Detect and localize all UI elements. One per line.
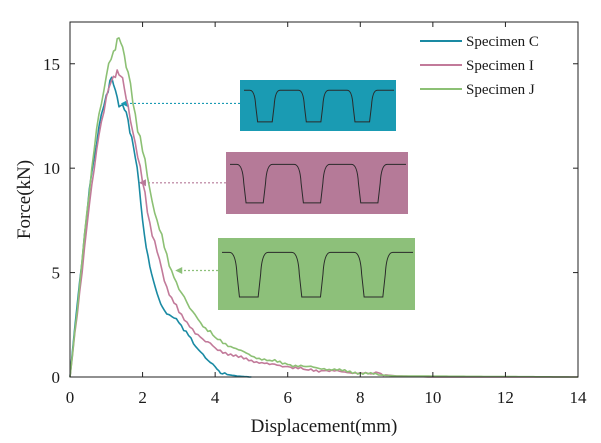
x-tick-label: 2 xyxy=(138,388,147,407)
x-tick-label: 14 xyxy=(570,388,588,407)
dovetail-profile xyxy=(230,163,406,204)
inset-pointer-head xyxy=(175,267,183,274)
x-axis-label: Displacement(mm) xyxy=(251,416,398,437)
inset-panel xyxy=(218,238,415,310)
x-tick-label: 6 xyxy=(283,388,292,407)
legend: Specimen C Specimen I Specimen J xyxy=(420,34,539,98)
plot-frame xyxy=(69,21,579,378)
inset-specimen-j xyxy=(175,238,415,310)
x-tick-label: 10 xyxy=(424,388,441,407)
specimen-insets xyxy=(120,80,415,310)
x-tick-label: 0 xyxy=(66,388,75,407)
inset-pointer-head xyxy=(120,99,128,107)
y-tick-label: 15 xyxy=(43,55,60,74)
inset-panel xyxy=(226,152,408,214)
dovetail-profile xyxy=(222,251,413,298)
y-tick-label: 5 xyxy=(52,264,61,283)
y-tick-label: 10 xyxy=(43,159,60,178)
dovetail-profile xyxy=(244,89,394,123)
inset-panel xyxy=(240,80,396,131)
y-axis-ticks: 0 5 10 15 xyxy=(43,55,578,387)
legend-label-specimen-i: Specimen I xyxy=(466,58,534,74)
legend-label-specimen-c: Specimen C xyxy=(466,34,539,50)
series-line-specimen-c xyxy=(69,76,252,378)
inset-specimen-c xyxy=(120,80,396,131)
y-axis-label: Force(kN) xyxy=(14,160,35,239)
x-tick-label: 8 xyxy=(356,388,365,407)
x-axis-ticks: 0 2 4 6 8 10 12 14 xyxy=(66,22,587,407)
inset-specimen-i xyxy=(138,152,408,214)
legend-label-specimen-j: Specimen J xyxy=(466,82,535,98)
x-tick-label: 12 xyxy=(497,388,514,407)
y-tick-label: 0 xyxy=(52,368,61,387)
x-tick-label: 4 xyxy=(211,388,220,407)
